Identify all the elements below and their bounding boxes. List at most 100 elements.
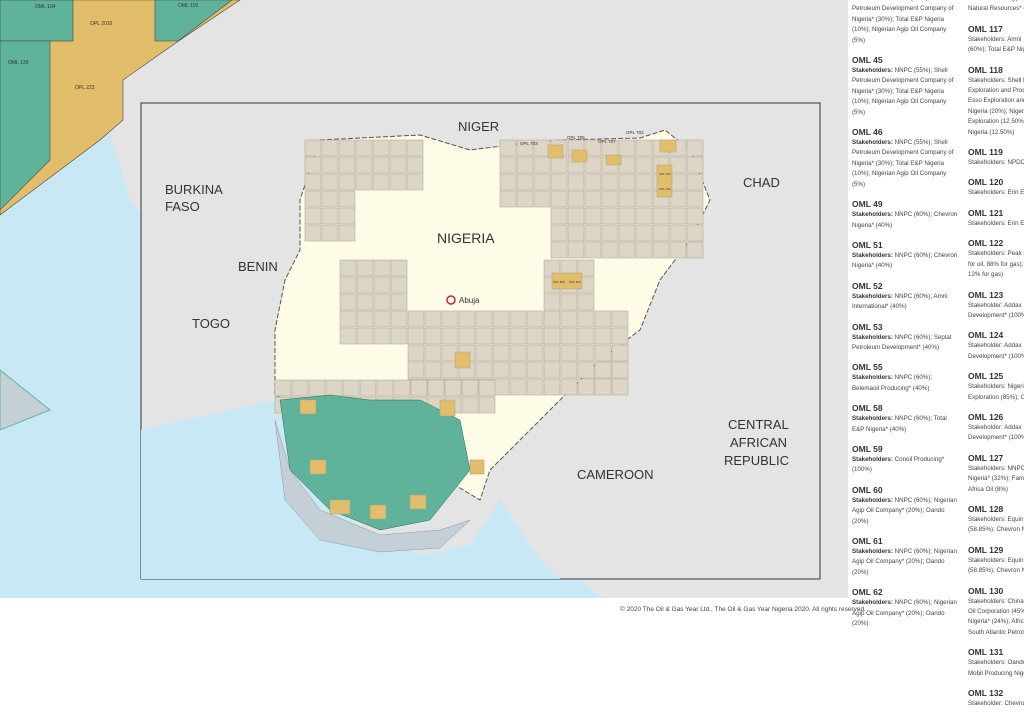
stakeholders-text: Stakeholders: NNPC (55%); Shell Petroleu… bbox=[852, 0, 954, 44]
block-cell bbox=[560, 310, 578, 328]
block-title: OML 123 bbox=[968, 289, 1004, 300]
block-title: OML 119 bbox=[968, 147, 1003, 158]
stakeholders-text: Development* (100% bbox=[968, 352, 1024, 360]
block-cell bbox=[499, 156, 517, 174]
block-cell bbox=[338, 207, 356, 225]
block-title: OML 45 bbox=[852, 55, 883, 66]
stakeholders-text: Stakeholder: Addax bbox=[968, 423, 1022, 431]
block-cell bbox=[550, 173, 568, 191]
block-cell bbox=[304, 173, 322, 191]
block-title: OML 128 bbox=[968, 503, 1004, 514]
block-cell bbox=[543, 310, 561, 328]
block-cell bbox=[611, 327, 629, 345]
stakeholders-text: Stakeholders: China bbox=[968, 597, 1024, 605]
block-label: OML 104 bbox=[35, 4, 56, 10]
stakeholders-label: Stakeholders: bbox=[852, 211, 893, 219]
block-cell bbox=[635, 173, 653, 191]
block-cell bbox=[577, 378, 595, 396]
stakeholders-text: Stakeholder: Chevro bbox=[968, 700, 1024, 708]
block-title: OML 46 bbox=[852, 127, 883, 138]
label-togo: TOGO bbox=[192, 316, 230, 331]
block-cell bbox=[355, 173, 373, 191]
block-grid bbox=[274, 139, 704, 414]
block-title: OML 55 bbox=[852, 362, 883, 373]
capital-label: Abuja bbox=[459, 296, 480, 305]
block-cell bbox=[509, 378, 527, 396]
block-cell bbox=[577, 259, 595, 277]
stakeholders-label: Stakeholders: bbox=[852, 139, 893, 147]
block-title: OML 129 bbox=[968, 544, 1004, 555]
label-republic: REPUBLIC bbox=[724, 453, 789, 468]
label-cameroon: CAMEROON bbox=[577, 467, 654, 482]
block-cell bbox=[478, 379, 496, 397]
block-entry: OML 51 Stakeholders: NNPC (60%); Chevron … bbox=[852, 240, 960, 272]
country-labels: NIGER BURKINA FASO BENIN TOGO NIGERIA CH… bbox=[165, 119, 789, 482]
block-cell bbox=[356, 327, 374, 345]
block-title: OML 130 bbox=[968, 585, 1004, 596]
stakeholders-text: Stakeholders: NNPC (60%); Amni Internati… bbox=[852, 292, 960, 313]
block-cell bbox=[373, 310, 391, 328]
stakeholders-text: Natural Resources* (1 bbox=[968, 5, 1024, 13]
block-cell bbox=[499, 190, 517, 208]
block-label: OPL 702 bbox=[626, 130, 644, 135]
block-cell bbox=[390, 276, 408, 294]
block-cell bbox=[339, 259, 357, 277]
block-cell bbox=[339, 327, 357, 345]
block-cell bbox=[274, 379, 292, 397]
block-cell bbox=[686, 207, 704, 225]
block-entry: OML 46 Stakeholders: NNPC (55%); Shell Pe… bbox=[852, 127, 960, 190]
block-cell bbox=[406, 156, 424, 174]
block-cell bbox=[584, 139, 602, 157]
block-cell bbox=[359, 379, 377, 397]
block-cell bbox=[406, 139, 424, 157]
block-label: OPL 703 bbox=[520, 141, 538, 146]
block-cell bbox=[577, 327, 595, 345]
stakeholders-text: Stakeholders: Peak P bbox=[968, 250, 1024, 258]
block-entry: OML 120 Stakeholders: Erin E bbox=[968, 177, 1024, 198]
block-title: OML 51 bbox=[852, 239, 883, 250]
block-cell bbox=[611, 344, 629, 362]
block-cell bbox=[355, 156, 373, 174]
block-title: OML 131 bbox=[968, 647, 1004, 658]
block-cell bbox=[390, 327, 408, 345]
block-cell bbox=[407, 327, 425, 345]
block-cell bbox=[492, 310, 510, 328]
stakeholders-text: Stakeholders: NNPC (60%); Belemaoil Prod… bbox=[852, 373, 960, 394]
offshore-block bbox=[0, 369, 51, 431]
block-entry: OML 62 Stakeholders: NNPC (60%); Nigerian… bbox=[852, 587, 960, 629]
oml-block bbox=[154, 0, 233, 42]
block-cell bbox=[669, 224, 687, 242]
stakeholders-value: NNPC (60%); Chevron Nigeria* (40%) bbox=[852, 211, 958, 229]
stakeholders-value: Conoil Producing* (100%) bbox=[852, 455, 945, 474]
block-cell bbox=[356, 310, 374, 328]
block-cell bbox=[567, 190, 585, 208]
block-cell bbox=[560, 327, 578, 345]
stakeholders-column-1: Stakeholders: NNPC (55%); Shell Petroleu… bbox=[852, 0, 960, 638]
block-cell bbox=[304, 190, 322, 208]
stakeholders-label: Stakeholders: bbox=[852, 333, 893, 341]
block-cell bbox=[356, 293, 374, 311]
block-cell bbox=[389, 139, 407, 157]
block-cell bbox=[543, 327, 561, 345]
block-entry: OML 124 Stakeholder: Addax Development* (1… bbox=[968, 330, 1024, 362]
block-cell bbox=[686, 241, 704, 259]
label-nigeria: NIGERIA bbox=[437, 230, 495, 246]
block-cell bbox=[441, 361, 459, 379]
block-cell bbox=[475, 327, 493, 345]
block-label: OPL 707 bbox=[598, 139, 616, 144]
block-cell bbox=[407, 361, 425, 379]
block-cell bbox=[560, 378, 578, 396]
block-cell bbox=[686, 173, 704, 191]
block-cell bbox=[356, 276, 374, 294]
stakeholders-text: Nigeria* (24%); Afric bbox=[968, 618, 1024, 626]
block-cell bbox=[611, 378, 629, 396]
block-cell bbox=[686, 139, 704, 157]
block-title: OML 127 bbox=[968, 452, 1004, 463]
stakeholders-label: Stakeholders: bbox=[852, 496, 893, 504]
block-title: OML 49 bbox=[852, 199, 883, 210]
block-cell bbox=[339, 310, 357, 328]
block-cell bbox=[372, 173, 390, 191]
block-cell bbox=[355, 139, 373, 157]
block-cell bbox=[372, 139, 390, 157]
block-cell bbox=[635, 207, 653, 225]
